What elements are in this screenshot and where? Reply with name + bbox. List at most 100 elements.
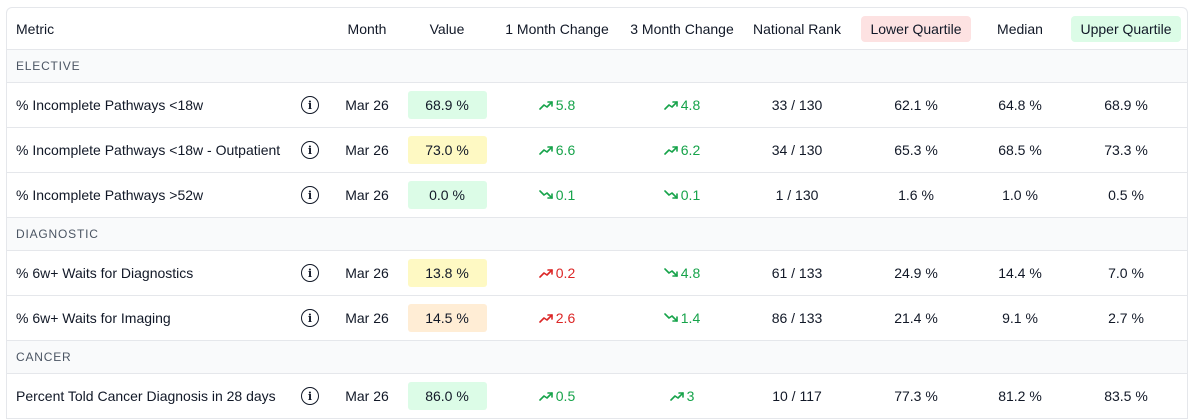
metrics-table-container: Metric Month Value 1 Month Change 3 Mont… (6, 7, 1188, 419)
header-3-month-change[interactable]: 3 Month Change (627, 8, 737, 50)
one-month-change-value: 2.6 (555, 310, 576, 326)
header-1-month-change[interactable]: 1 Month Change (487, 8, 627, 50)
trend-down-icon (663, 313, 678, 323)
table-row[interactable]: % 6w+ Waits for Diagnostics i Mar 26 13.… (7, 250, 1187, 296)
info-icon[interactable]: i (301, 96, 319, 114)
three-month-change-cell: 4.8 (627, 250, 737, 296)
national-rank-cell: 61 / 133 (737, 250, 857, 296)
section-label: ELECTIVE (7, 49, 1187, 83)
metric-name: % Incomplete Pathways >52w (16, 187, 204, 203)
median-cell: 9.1 % (975, 295, 1065, 341)
three-month-change-value: 0.1 (680, 187, 701, 203)
section-row: ELECTIVE (7, 49, 1187, 83)
trend-up-icon (538, 313, 553, 323)
upper-quartile-cell: 0.5 % (1065, 172, 1187, 218)
three-month-change-value: 4.8 (680, 97, 701, 113)
metric-cell: % Incomplete Pathways <18w i (7, 82, 327, 128)
one-month-change-cell: 0.5 (487, 373, 627, 419)
metric-name: % Incomplete Pathways <18w (16, 97, 204, 113)
header-median[interactable]: Median (975, 8, 1065, 50)
lower-quartile-cell: 77.3 % (857, 373, 975, 419)
lower-quartile-cell: 1.6 % (857, 172, 975, 218)
header-value[interactable]: Value (407, 8, 487, 50)
value-cell: 0.0 % (407, 172, 487, 218)
three-month-change-value: 4.8 (680, 265, 701, 281)
trend-up-icon (538, 268, 553, 278)
median-cell: 64.8 % (975, 82, 1065, 128)
info-icon[interactable]: i (301, 309, 319, 327)
upper-quartile-cell: 73.3 % (1065, 127, 1187, 173)
value-badge: 73.0 % (407, 136, 487, 164)
one-month-change-cell: 0.2 (487, 250, 627, 296)
one-month-change-cell: 0.1 (487, 172, 627, 218)
trend-up-icon (538, 391, 553, 401)
median-cell: 81.2 % (975, 373, 1065, 419)
month-cell: Mar 26 (327, 82, 407, 128)
trend-up-icon (538, 100, 553, 110)
one-month-change-value: 5.8 (555, 97, 576, 113)
header-national-rank[interactable]: National Rank (737, 8, 857, 50)
upper-quartile-cell: 68.9 % (1065, 82, 1187, 128)
lower-quartile-cell: 65.3 % (857, 127, 975, 173)
three-month-change-cell: 6.2 (627, 127, 737, 173)
three-month-change-cell: 1.4 (627, 295, 737, 341)
header-upper-quartile[interactable]: Upper Quartile (1065, 8, 1187, 50)
table-row[interactable]: % Incomplete Pathways >52w i Mar 26 0.0 … (7, 172, 1187, 218)
lower-quartile-cell: 21.4 % (857, 295, 975, 341)
lower-quartile-label: Lower Quartile (861, 15, 971, 42)
header-lower-quartile[interactable]: Lower Quartile (857, 8, 975, 50)
value-badge: 0.0 % (407, 181, 487, 209)
metrics-table: Metric Month Value 1 Month Change 3 Mont… (7, 8, 1187, 419)
trend-up-icon (663, 100, 678, 110)
table-body: ELECTIVE % Incomplete Pathways <18w i Ma… (7, 49, 1187, 419)
one-month-change-cell: 5.8 (487, 82, 627, 128)
three-month-change-cell: 3 (627, 373, 737, 419)
info-icon[interactable]: i (301, 387, 319, 405)
info-icon[interactable]: i (301, 141, 319, 159)
section-row: DIAGNOSTIC (7, 217, 1187, 251)
metric-name: Percent Told Cancer Diagnosis in 28 days (16, 388, 276, 404)
one-month-change-cell: 2.6 (487, 295, 627, 341)
value-badge: 68.9 % (407, 91, 487, 119)
section-row: CANCER (7, 340, 1187, 374)
one-month-change-value: 0.2 (555, 265, 576, 281)
one-month-change-cell: 6.6 (487, 127, 627, 173)
table-row[interactable]: Percent Told Cancer Diagnosis in 28 days… (7, 373, 1187, 419)
one-month-change-value: 6.6 (555, 142, 576, 158)
median-cell: 68.5 % (975, 127, 1065, 173)
month-cell: Mar 26 (327, 373, 407, 419)
upper-quartile-cell: 7.0 % (1065, 250, 1187, 296)
month-cell: Mar 26 (327, 172, 407, 218)
three-month-change-cell: 4.8 (627, 82, 737, 128)
three-month-change-value: 6.2 (680, 142, 701, 158)
table-row[interactable]: % Incomplete Pathways <18w - Outpatient … (7, 127, 1187, 173)
value-badge: 13.8 % (407, 259, 487, 287)
trend-up-icon (663, 145, 678, 155)
info-icon[interactable]: i (301, 264, 319, 282)
trend-up-icon (669, 391, 684, 401)
trend-down-icon (538, 190, 553, 200)
value-badge: 86.0 % (407, 382, 487, 410)
header-month[interactable]: Month (327, 8, 407, 50)
three-month-change-cell: 0.1 (627, 172, 737, 218)
header-metric[interactable]: Metric (7, 8, 327, 50)
header-row: Metric Month Value 1 Month Change 3 Mont… (7, 8, 1187, 50)
metric-cell: % 6w+ Waits for Imaging i (7, 295, 327, 341)
section-label: CANCER (7, 340, 1187, 374)
metric-name: % Incomplete Pathways <18w - Outpatient (16, 142, 281, 158)
metric-name: % 6w+ Waits for Imaging (16, 310, 171, 326)
info-icon[interactable]: i (301, 186, 319, 204)
national-rank-cell: 86 / 133 (737, 295, 857, 341)
national-rank-cell: 1 / 130 (737, 172, 857, 218)
value-cell: 14.5 % (407, 295, 487, 341)
lower-quartile-cell: 24.9 % (857, 250, 975, 296)
one-month-change-value: 0.5 (555, 388, 576, 404)
value-cell: 73.0 % (407, 127, 487, 173)
table-row[interactable]: % 6w+ Waits for Imaging i Mar 26 14.5 % … (7, 295, 1187, 341)
metric-cell: Percent Told Cancer Diagnosis in 28 days… (7, 373, 327, 419)
national-rank-cell: 10 / 117 (737, 373, 857, 419)
median-cell: 14.4 % (975, 250, 1065, 296)
table-row[interactable]: % Incomplete Pathways <18w i Mar 26 68.9… (7, 82, 1187, 128)
month-cell: Mar 26 (327, 295, 407, 341)
trend-up-icon (538, 145, 553, 155)
